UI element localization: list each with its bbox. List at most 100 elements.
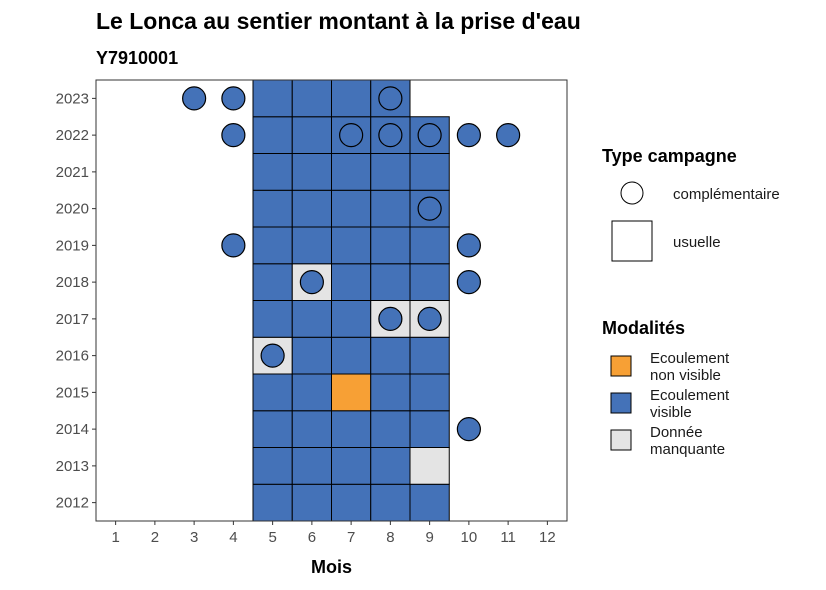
heatmap-cell [252, 79, 293, 118]
heatmap-cell [370, 189, 411, 228]
heatmap-cell [331, 226, 372, 265]
heatmap-cell [409, 483, 450, 522]
heatmap-cell [291, 483, 332, 522]
y-tick-label: 2021 [56, 164, 89, 181]
x-tick-label: 10 [461, 529, 478, 546]
y-tick-label: 2015 [56, 384, 89, 401]
y-tick-label: 2020 [56, 201, 89, 218]
x-tick-label: 1 [111, 529, 119, 546]
legend-complementaire-label: complémentaire [673, 186, 780, 203]
heatmap-cell [370, 263, 411, 301]
plot-border [95, 79, 568, 522]
legend-modalites-title: Modalités [602, 318, 685, 338]
legend-modalite-label: Ecoulement visible [650, 387, 730, 421]
complementaire-point [378, 123, 403, 148]
x-tick-label: 12 [539, 529, 556, 546]
heatmap-cell [291, 226, 332, 265]
heatmap-cell [370, 226, 411, 265]
legend-modalite-key [610, 429, 632, 451]
complementaire-point [417, 196, 442, 221]
heatmap-cell [291, 373, 332, 412]
complementaire-points [182, 86, 521, 442]
legend-usuelle-label: usuelle [673, 234, 721, 251]
legend-modalite-key [610, 392, 632, 414]
y-tick-label: 2018 [56, 274, 89, 291]
complementaire-point [378, 86, 403, 111]
heatmap-cell [409, 447, 450, 485]
heatmap-cell [331, 300, 372, 338]
heatmap-cell [331, 263, 372, 301]
heatmap-cell [370, 336, 411, 375]
heatmap-cell [252, 226, 293, 265]
complementaire-point [456, 233, 481, 258]
heatmap-cell [331, 483, 372, 522]
heatmap-cell [331, 153, 372, 191]
chart-subtitle: Y7910001 [96, 48, 178, 68]
complementaire-point [260, 343, 285, 368]
y-tick-label: 2022 [56, 127, 89, 144]
heatmap-cell [409, 226, 450, 265]
complementaire-point [456, 123, 481, 148]
complementaire-point [221, 123, 246, 148]
heatmap-cell [331, 189, 372, 228]
heatmap-cell [252, 116, 293, 154]
complementaire-point [221, 86, 246, 111]
heatmap-cell [370, 153, 411, 191]
legend-modalites: Modalités Ecoulement non visibleEcoulemen… [602, 318, 730, 458]
chart-title: Le Lonca au sentier montant à la prise d… [96, 8, 581, 34]
x-tick-label: 5 [268, 529, 276, 546]
x-axis-title: Mois [311, 557, 352, 577]
heatmap-cell [370, 410, 411, 448]
x-tick-label: 9 [425, 529, 433, 546]
complementaire-point [417, 123, 442, 148]
heatmap-cell [331, 373, 372, 412]
y-tick-label: 2016 [56, 348, 89, 365]
heatmap-cell [291, 79, 332, 118]
usuelle-cells [252, 79, 450, 522]
x-tick-label: 6 [308, 529, 316, 546]
x-tick-label: 7 [347, 529, 355, 546]
legend-type-title: Type campagne [602, 146, 737, 166]
x-tick-label: 4 [229, 529, 237, 546]
heatmap-cell [291, 153, 332, 191]
heatmap-cell [291, 300, 332, 338]
x-tick-label: 11 [500, 529, 516, 546]
heatmap-cell [409, 153, 450, 191]
complementaire-point [339, 123, 364, 148]
heatmap-cell [252, 410, 293, 448]
complementaire-point [182, 86, 207, 111]
heatmap-cell [291, 189, 332, 228]
y-tick-label: 2019 [56, 237, 89, 254]
heatmap-cell [331, 79, 372, 118]
y-tick-label: 2013 [56, 458, 89, 475]
complementaire-point [417, 306, 442, 331]
complementaire-point [299, 270, 324, 295]
x-tick-label: 8 [386, 529, 394, 546]
y-axis: 2012 2013 2014 2015 2016 2017 2018 2019 2020 2021… [56, 90, 96, 512]
y-tick-label: 2017 [56, 311, 89, 328]
legend-modalite-label: Ecoulement non visible [650, 350, 730, 384]
heatmap-cell [291, 116, 332, 154]
heatmap-cell [291, 410, 332, 448]
x-tick-label: 2 [151, 529, 159, 546]
x-axis: 1 2 3 4 5 6 7 8 9 10 11 12 [111, 521, 556, 546]
heatmap-cell [409, 336, 450, 375]
y-tick-label: 2023 [56, 90, 89, 107]
heatmap-cell [291, 447, 332, 485]
heatmap-cell [370, 447, 411, 485]
complementaire-point [496, 123, 521, 148]
y-tick-label: 2014 [56, 421, 89, 438]
heatmap-cell [409, 410, 450, 448]
complementaire-point [221, 233, 246, 258]
legend-type-campagne: Type campagne complémentaire usuelle [602, 146, 780, 262]
heatmap-cell [252, 300, 293, 338]
heatmap-cell [331, 410, 372, 448]
heatmap-cell [409, 373, 450, 412]
x-tick-label: 3 [190, 529, 198, 546]
heatmap-cell [370, 373, 411, 412]
heatmap-cell [331, 336, 372, 375]
complementaire-point [378, 306, 403, 331]
legend-modalite-label: Donnée manquante [650, 424, 725, 458]
legend-complementaire-key [620, 181, 644, 205]
